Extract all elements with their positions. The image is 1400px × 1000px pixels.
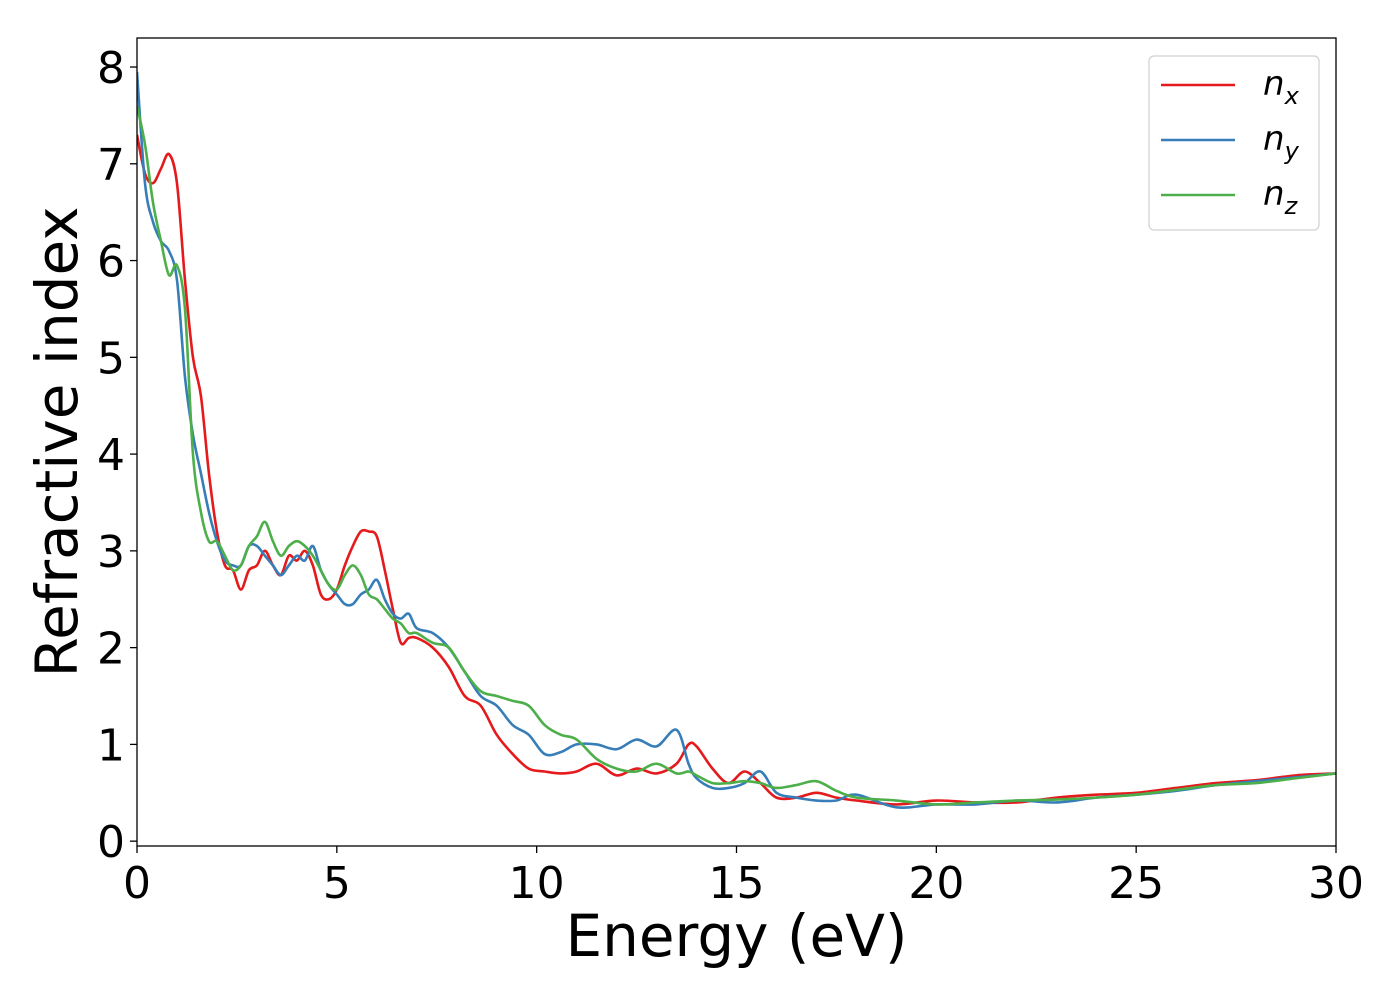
y-tick-label: 5 (97, 333, 125, 384)
series-line-nx (137, 134, 1336, 806)
series-line-ny (137, 71, 1336, 809)
y-axis: 0 1 2 3 4 5 6 7 8 (97, 43, 137, 868)
series-layer (137, 71, 1336, 809)
x-axis-label: Energy (eV) (565, 902, 907, 970)
x-tick-label: 5 (323, 858, 351, 909)
y-tick-label: 6 (97, 237, 125, 288)
series-line-nz (137, 105, 1336, 806)
x-axis: 0 5 10 15 20 25 30 (123, 846, 1364, 909)
y-tick-label: 1 (97, 720, 125, 771)
x-tick-label: 15 (709, 858, 765, 909)
y-tick-label: 7 (97, 140, 125, 191)
legend-label-nx: nx (1263, 64, 1300, 110)
x-tick-label: 0 (123, 858, 151, 909)
legend-label-nz: nz (1263, 174, 1299, 220)
y-axis-label: Refractive index (23, 206, 91, 677)
x-tick-label: 10 (509, 858, 565, 909)
y-tick-label: 8 (97, 43, 125, 94)
legend-box (1148, 55, 1320, 231)
y-tick-label: 4 (97, 430, 125, 481)
y-tick-label: 2 (97, 624, 125, 675)
legend: nx ny nz (1148, 55, 1320, 231)
y-tick-label: 3 (97, 527, 125, 578)
x-tick-label: 25 (1108, 858, 1164, 909)
x-tick-label: 30 (1308, 858, 1364, 909)
x-tick-label: 20 (908, 858, 964, 909)
y-tick-label: 0 (97, 817, 125, 868)
legend-label-ny: ny (1263, 119, 1300, 165)
